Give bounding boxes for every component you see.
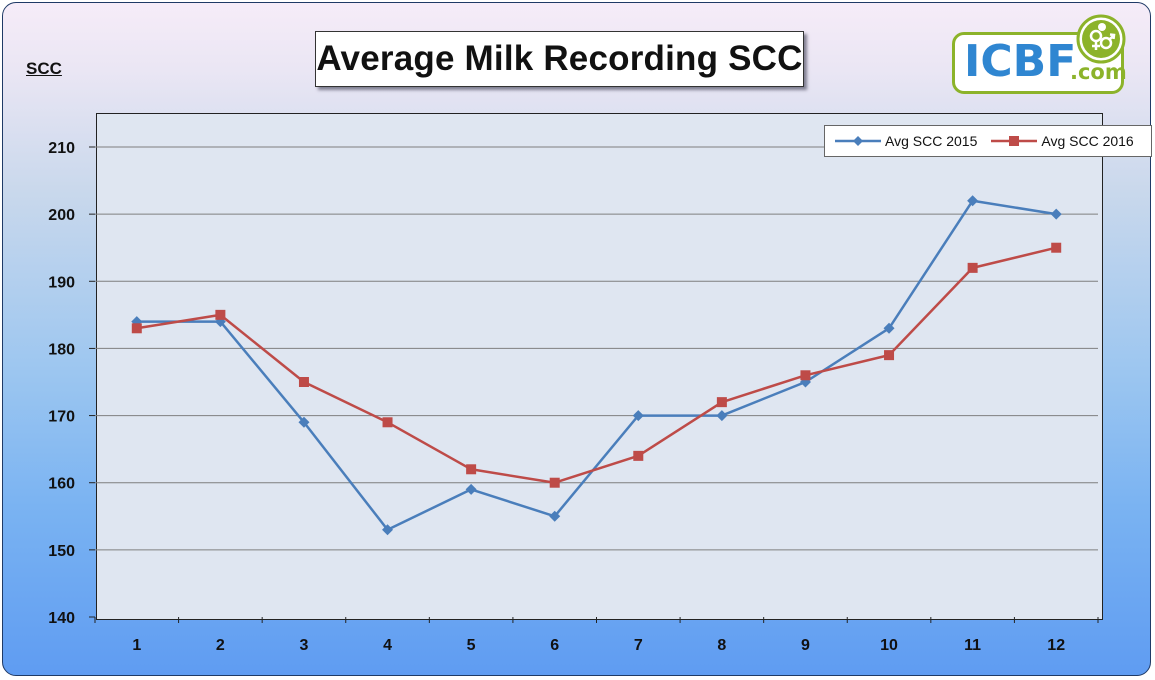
series-2-point-9 [800,370,811,381]
y-tick-label-140: 140 [48,610,75,627]
y-tick-label-180: 180 [48,341,75,358]
series-2-point-5 [466,464,477,475]
y-tick-label-160: 160 [48,476,75,493]
x-tick-label-4: 4 [383,637,392,654]
x-tick-label-7: 7 [634,637,643,654]
chart-title-box: Average Milk Recording SCC [315,31,804,87]
series-1-point-11 [967,195,979,207]
x-tick-label-2: 2 [216,637,225,654]
x-tick-label-12: 12 [1047,637,1065,654]
y-tick-label-170: 170 [48,409,75,426]
y-tick-label-190: 190 [48,274,75,291]
x-tick-label-3: 3 [300,637,309,654]
series-1-point-7 [632,410,644,422]
series-1-point-10 [883,322,895,334]
y-tick-label-210: 210 [48,140,75,157]
axes [89,146,1099,623]
legend-item-1: Avg SCC 2015 [835,133,977,149]
series-line-1 [136,199,1057,531]
legend-symbol-1 [835,134,881,148]
series-1-point-12 [1050,208,1062,220]
series-layer [131,195,1062,536]
y-axis-label: SCC [26,59,62,78]
series-2-point-1 [131,323,142,334]
series-2-point-2 [215,309,226,320]
logo-suffix: .com [1070,60,1127,84]
series-line-2 [136,246,1057,484]
icbf-logo: ICBF .com [952,14,1130,100]
x-tick-label-8: 8 [717,637,726,654]
legend: Avg SCC 2015 Avg SCC 2016 [824,125,1152,157]
y-tick-label-150: 150 [48,543,75,560]
series-1-point-3 [298,416,310,428]
legend-label-2: Avg SCC 2016 [1041,133,1134,149]
x-tick-label-11: 11 [964,637,981,654]
gender-emblem-icon [1076,14,1126,64]
x-tick-label-10: 10 [880,637,898,654]
chart-title: Average Milk Recording SCC [316,39,803,78]
series-2-point-3 [298,377,309,387]
grid-lines [95,146,1098,551]
series-2-point-10 [884,350,895,361]
legend-symbol-2 [991,134,1038,148]
series-2-point-7 [633,450,644,461]
series-1-point-8 [716,410,728,422]
series-2-point-4 [382,417,393,428]
legend-item-2: Avg SCC 2016 [991,133,1134,149]
x-tick-label-6: 6 [550,637,559,654]
series-2-point-12 [1051,242,1062,253]
logo-text: ICBF [964,36,1077,87]
series-1-point-6 [549,510,561,522]
series-1-point-4 [382,524,394,536]
y-tick-label-200: 200 [48,207,75,224]
legend-label-1: Avg SCC 2015 [885,133,978,149]
x-tick-label-9: 9 [801,637,810,654]
plot-area [96,113,1103,620]
x-tick-label-1: 1 [132,637,141,654]
series-2-point-11 [967,262,978,273]
series-2-point-8 [716,397,727,408]
x-tick-label-5: 5 [467,637,476,654]
series-1-point-5 [465,483,477,495]
series-2-point-6 [549,477,560,488]
